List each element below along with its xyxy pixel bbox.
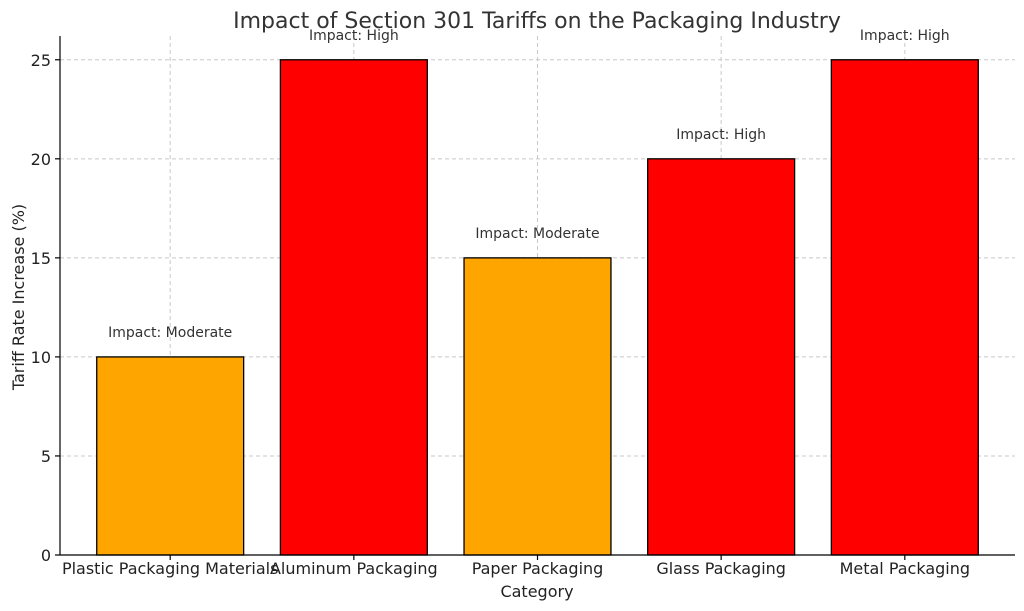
y-tick-label: 20: [31, 150, 51, 169]
y-axis-label: Tariff Rate Increase (%): [9, 204, 28, 391]
bar: [463, 257, 612, 556]
x-tick-label: Plastic Packaging Materials: [62, 559, 278, 578]
y-tick-labels: 0 5 10 15 20 25: [31, 51, 51, 565]
y-tick-label: 15: [31, 249, 51, 268]
chart-title: Impact of Section 301 Tariffs on the Pac…: [233, 9, 841, 34]
y-tick-label: 5: [41, 447, 51, 466]
bar-annotation: Impact: High: [676, 127, 766, 143]
x-tick-label: Metal Packaging: [840, 559, 970, 578]
x-tick-label: Paper Packaging: [472, 559, 604, 578]
bars: [96, 59, 979, 556]
bar-annotation: Impact: Moderate: [475, 226, 599, 242]
bar-annotation: Impact: Moderate: [108, 325, 232, 341]
bar-annotation: Impact: High: [860, 28, 950, 44]
y-tick-label: 0: [41, 546, 51, 565]
bar: [279, 59, 428, 556]
bar-annotation: Impact: High: [309, 28, 399, 44]
bar-annotations: Impact: Moderate Impact: High Impact: Mode…: [108, 28, 950, 341]
bar: [96, 356, 245, 556]
bar: [647, 158, 796, 556]
y-tick-label: 10: [31, 348, 51, 367]
bar: [830, 59, 979, 556]
x-tick-label: Aluminum Packaging: [270, 559, 438, 578]
x-axis-label: Category: [500, 582, 573, 601]
x-tick-label: Glass Packaging: [656, 559, 786, 578]
y-tick-label: 25: [31, 51, 51, 70]
axes: [55, 36, 1015, 560]
